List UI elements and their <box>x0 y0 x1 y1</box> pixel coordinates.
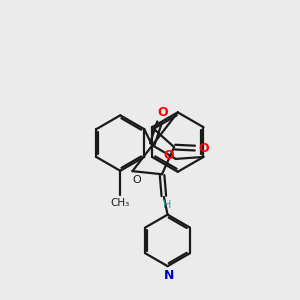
Text: O: O <box>132 175 141 185</box>
Text: O: O <box>199 142 209 155</box>
Text: O: O <box>158 106 168 119</box>
Text: N: N <box>164 268 174 282</box>
Text: CH₃: CH₃ <box>111 197 130 208</box>
Text: O: O <box>164 149 174 162</box>
Text: H: H <box>164 200 172 210</box>
